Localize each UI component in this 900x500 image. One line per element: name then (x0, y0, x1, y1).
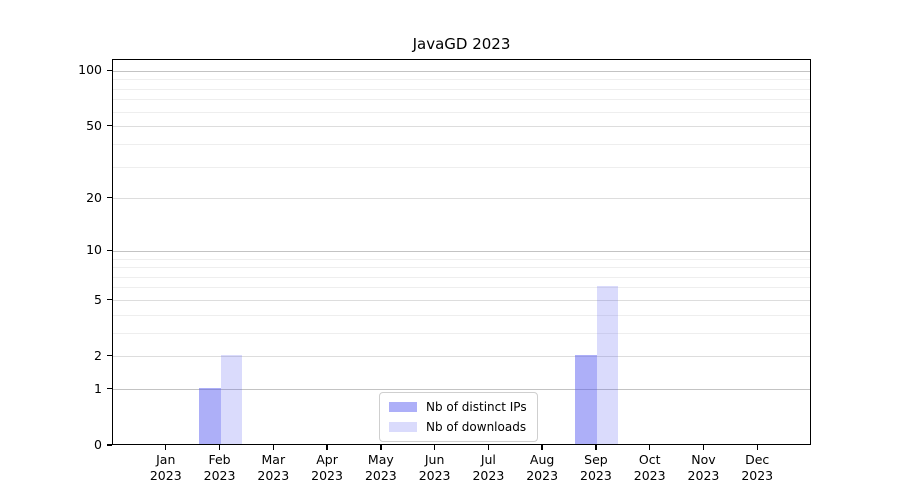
y-tick-label: 10 (86, 242, 102, 258)
gridline-minor (113, 143, 810, 145)
y-tick-label: 20 (86, 189, 102, 205)
x-tick-label: Nov 2023 (687, 452, 720, 483)
legend: Nb of distinct IPs Nb of downloads (379, 392, 538, 442)
x-tick (541, 445, 543, 450)
x-tick-label: Aug 2023 (526, 452, 559, 483)
legend-swatch (389, 422, 417, 432)
gridline-minor (113, 332, 810, 334)
bar-distinct-ips (575, 354, 597, 444)
bar-distinct-ips (199, 387, 221, 444)
y-tick-label: 100 (78, 62, 102, 78)
legend-swatch (389, 402, 417, 412)
x-tick-label: Sep 2023 (580, 452, 612, 483)
x-axis: Jan 2023 Feb 2023 Mar 2023 Apr 2023 May 2023… (112, 445, 811, 500)
gridline-mid (113, 356, 810, 358)
gridline-minor (113, 276, 810, 278)
y-tick-label: 2 (94, 347, 102, 363)
gridline-minor (113, 99, 810, 101)
x-tick (756, 445, 758, 450)
x-tick (648, 445, 651, 450)
legend-label: Nb of distinct IPs (426, 400, 527, 414)
y-tick (107, 355, 112, 357)
x-tick-label: Oct 2023 (633, 452, 666, 483)
y-tick (107, 298, 112, 301)
gridline-major (113, 250, 810, 252)
y-tick-label: 5 (94, 291, 102, 307)
bars-layer (113, 60, 810, 444)
legend-item: Nb of distinct IPs (389, 398, 527, 416)
x-tick (487, 445, 490, 450)
x-tick (380, 445, 382, 450)
gridline-mid (113, 126, 810, 128)
x-tick-label: Jul 2023 (472, 452, 505, 483)
x-tick (165, 445, 167, 450)
gridline-minor (113, 314, 810, 316)
x-tick-label: Apr 2023 (311, 452, 343, 483)
y-tick (107, 388, 112, 390)
gridline-minor (113, 287, 810, 289)
y-tick-label: 50 (86, 117, 102, 133)
x-tick-label: Mar 2023 (257, 452, 290, 483)
gridline-minor (113, 258, 810, 260)
gridline-minor (113, 88, 810, 90)
y-tick (107, 197, 112, 199)
chart-title: JavaGD 2023 (412, 35, 511, 53)
plot-area (112, 59, 811, 445)
y-tick (107, 125, 112, 127)
gridline-major (113, 70, 810, 72)
y-tick-label: 1 (94, 380, 102, 396)
y-tick-label: 0 (94, 437, 102, 452)
x-tick-label: Jan 2023 (149, 452, 182, 483)
x-tick (702, 445, 705, 450)
gridline-minor (113, 267, 810, 269)
bar-downloads (220, 354, 243, 444)
x-tick-label: Dec 2023 (741, 452, 774, 483)
x-tick-label: Jun 2023 (418, 452, 451, 483)
x-tick (595, 445, 597, 450)
gridline-major (113, 389, 810, 391)
gridline-mid (113, 198, 810, 200)
y-tick (107, 249, 112, 251)
gridlines-layer (113, 60, 810, 444)
legend-label: Nb of downloads (426, 420, 527, 434)
gridline-minor (113, 79, 810, 81)
x-tick-label: Feb 2023 (203, 452, 236, 483)
gridline-minor (113, 111, 810, 113)
x-tick (218, 445, 221, 450)
gridline-mid (113, 300, 810, 301)
x-tick (326, 445, 328, 450)
x-tick (272, 445, 274, 450)
legend-item: Nb of downloads (389, 418, 527, 436)
bar-downloads (596, 286, 619, 444)
x-tick-label: May 2023 (364, 452, 397, 483)
y-axis: 0 1 2 5 10 20 50 100 (0, 59, 112, 452)
x-tick (433, 445, 436, 450)
gridline-minor (113, 166, 810, 168)
y-tick (107, 69, 112, 71)
y-tick (107, 444, 112, 446)
